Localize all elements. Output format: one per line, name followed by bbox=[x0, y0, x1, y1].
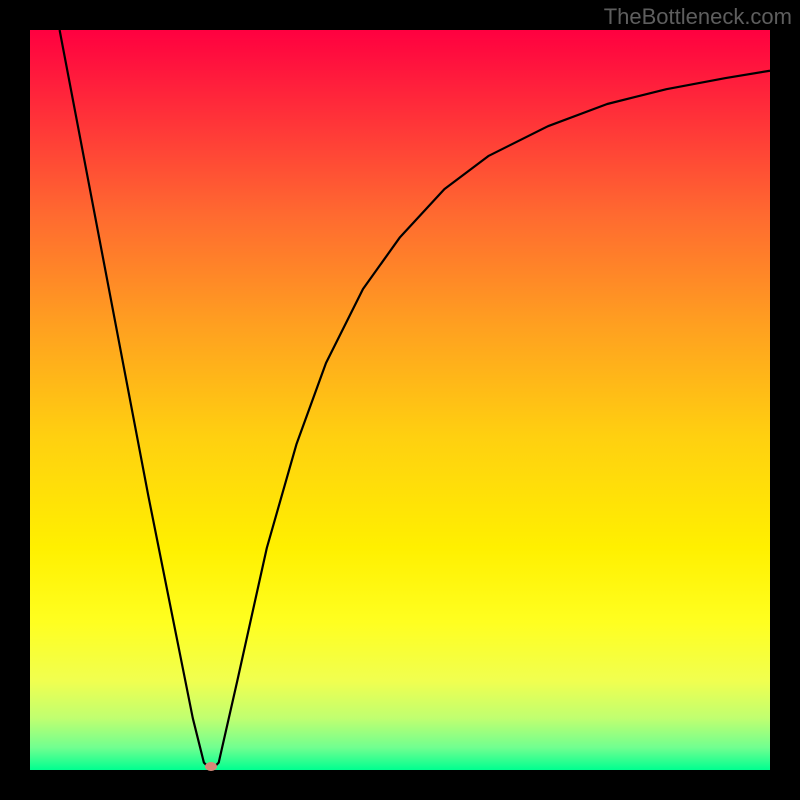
watermark-text: TheBottleneck.com bbox=[604, 4, 792, 30]
optimum-marker bbox=[205, 762, 217, 771]
bottleneck-curve bbox=[30, 30, 770, 770]
plot-area bbox=[30, 30, 770, 770]
curve-polyline bbox=[60, 30, 770, 770]
chart-container: TheBottleneck.com bbox=[0, 0, 800, 800]
